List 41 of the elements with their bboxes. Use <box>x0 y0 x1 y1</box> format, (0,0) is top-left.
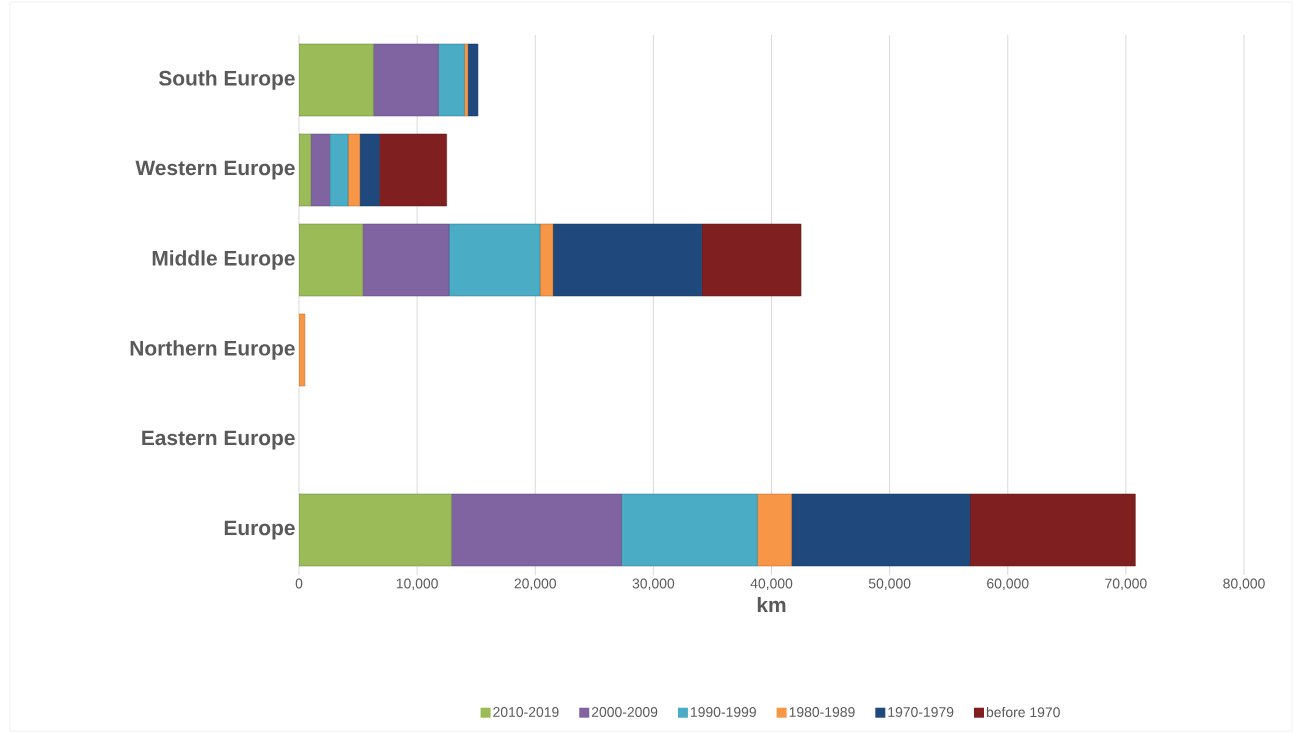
y-tick-label: Western Europe <box>135 160 295 180</box>
bar <box>329 133 349 207</box>
legend-label: 1980-1989 <box>789 707 855 717</box>
bar <box>552 223 703 297</box>
bar <box>791 493 971 567</box>
bar <box>438 43 465 117</box>
y-tick-label: Northern Europe <box>130 340 295 360</box>
y-tick-label: South Europe <box>158 70 295 90</box>
bar <box>299 43 374 117</box>
legend-label: 2010-2019 <box>493 707 559 717</box>
bar <box>969 493 1136 567</box>
x-tick-label: 10,000 <box>396 578 438 591</box>
bar <box>757 493 792 567</box>
bar <box>701 223 802 297</box>
legend-label: 1970-1979 <box>888 707 954 717</box>
bar <box>299 493 452 567</box>
bar <box>448 223 541 297</box>
bar <box>379 133 447 207</box>
bar <box>299 223 364 297</box>
legend-label: 2000-2009 <box>591 707 658 717</box>
x-axis-title: km <box>757 596 786 613</box>
x-tick-label: 20,000 <box>514 578 557 591</box>
y-tick-label: Europe <box>224 520 295 540</box>
legend-label: 1990-1999 <box>690 707 756 717</box>
bar <box>621 493 758 567</box>
bar <box>362 223 450 297</box>
bar <box>359 133 380 207</box>
x-tick-label: 30,000 <box>632 578 675 591</box>
legend-label: before 1970 <box>986 706 1060 718</box>
x-tick-label: 50,000 <box>868 578 911 591</box>
x-tick-label: 0 <box>295 578 303 589</box>
x-tick-label: 70,000 <box>1105 578 1147 591</box>
bar <box>467 43 479 117</box>
y-tick-label: Middle Europe <box>152 250 295 270</box>
x-tick-label: 40,000 <box>750 578 793 591</box>
bar <box>310 133 330 207</box>
bar <box>373 43 439 117</box>
y-tick-label: Eastern Europe <box>142 430 295 450</box>
bar <box>451 493 622 567</box>
x-tick-label: 80,000 <box>1223 578 1265 591</box>
x-tick-label: 60,000 <box>987 578 1029 591</box>
